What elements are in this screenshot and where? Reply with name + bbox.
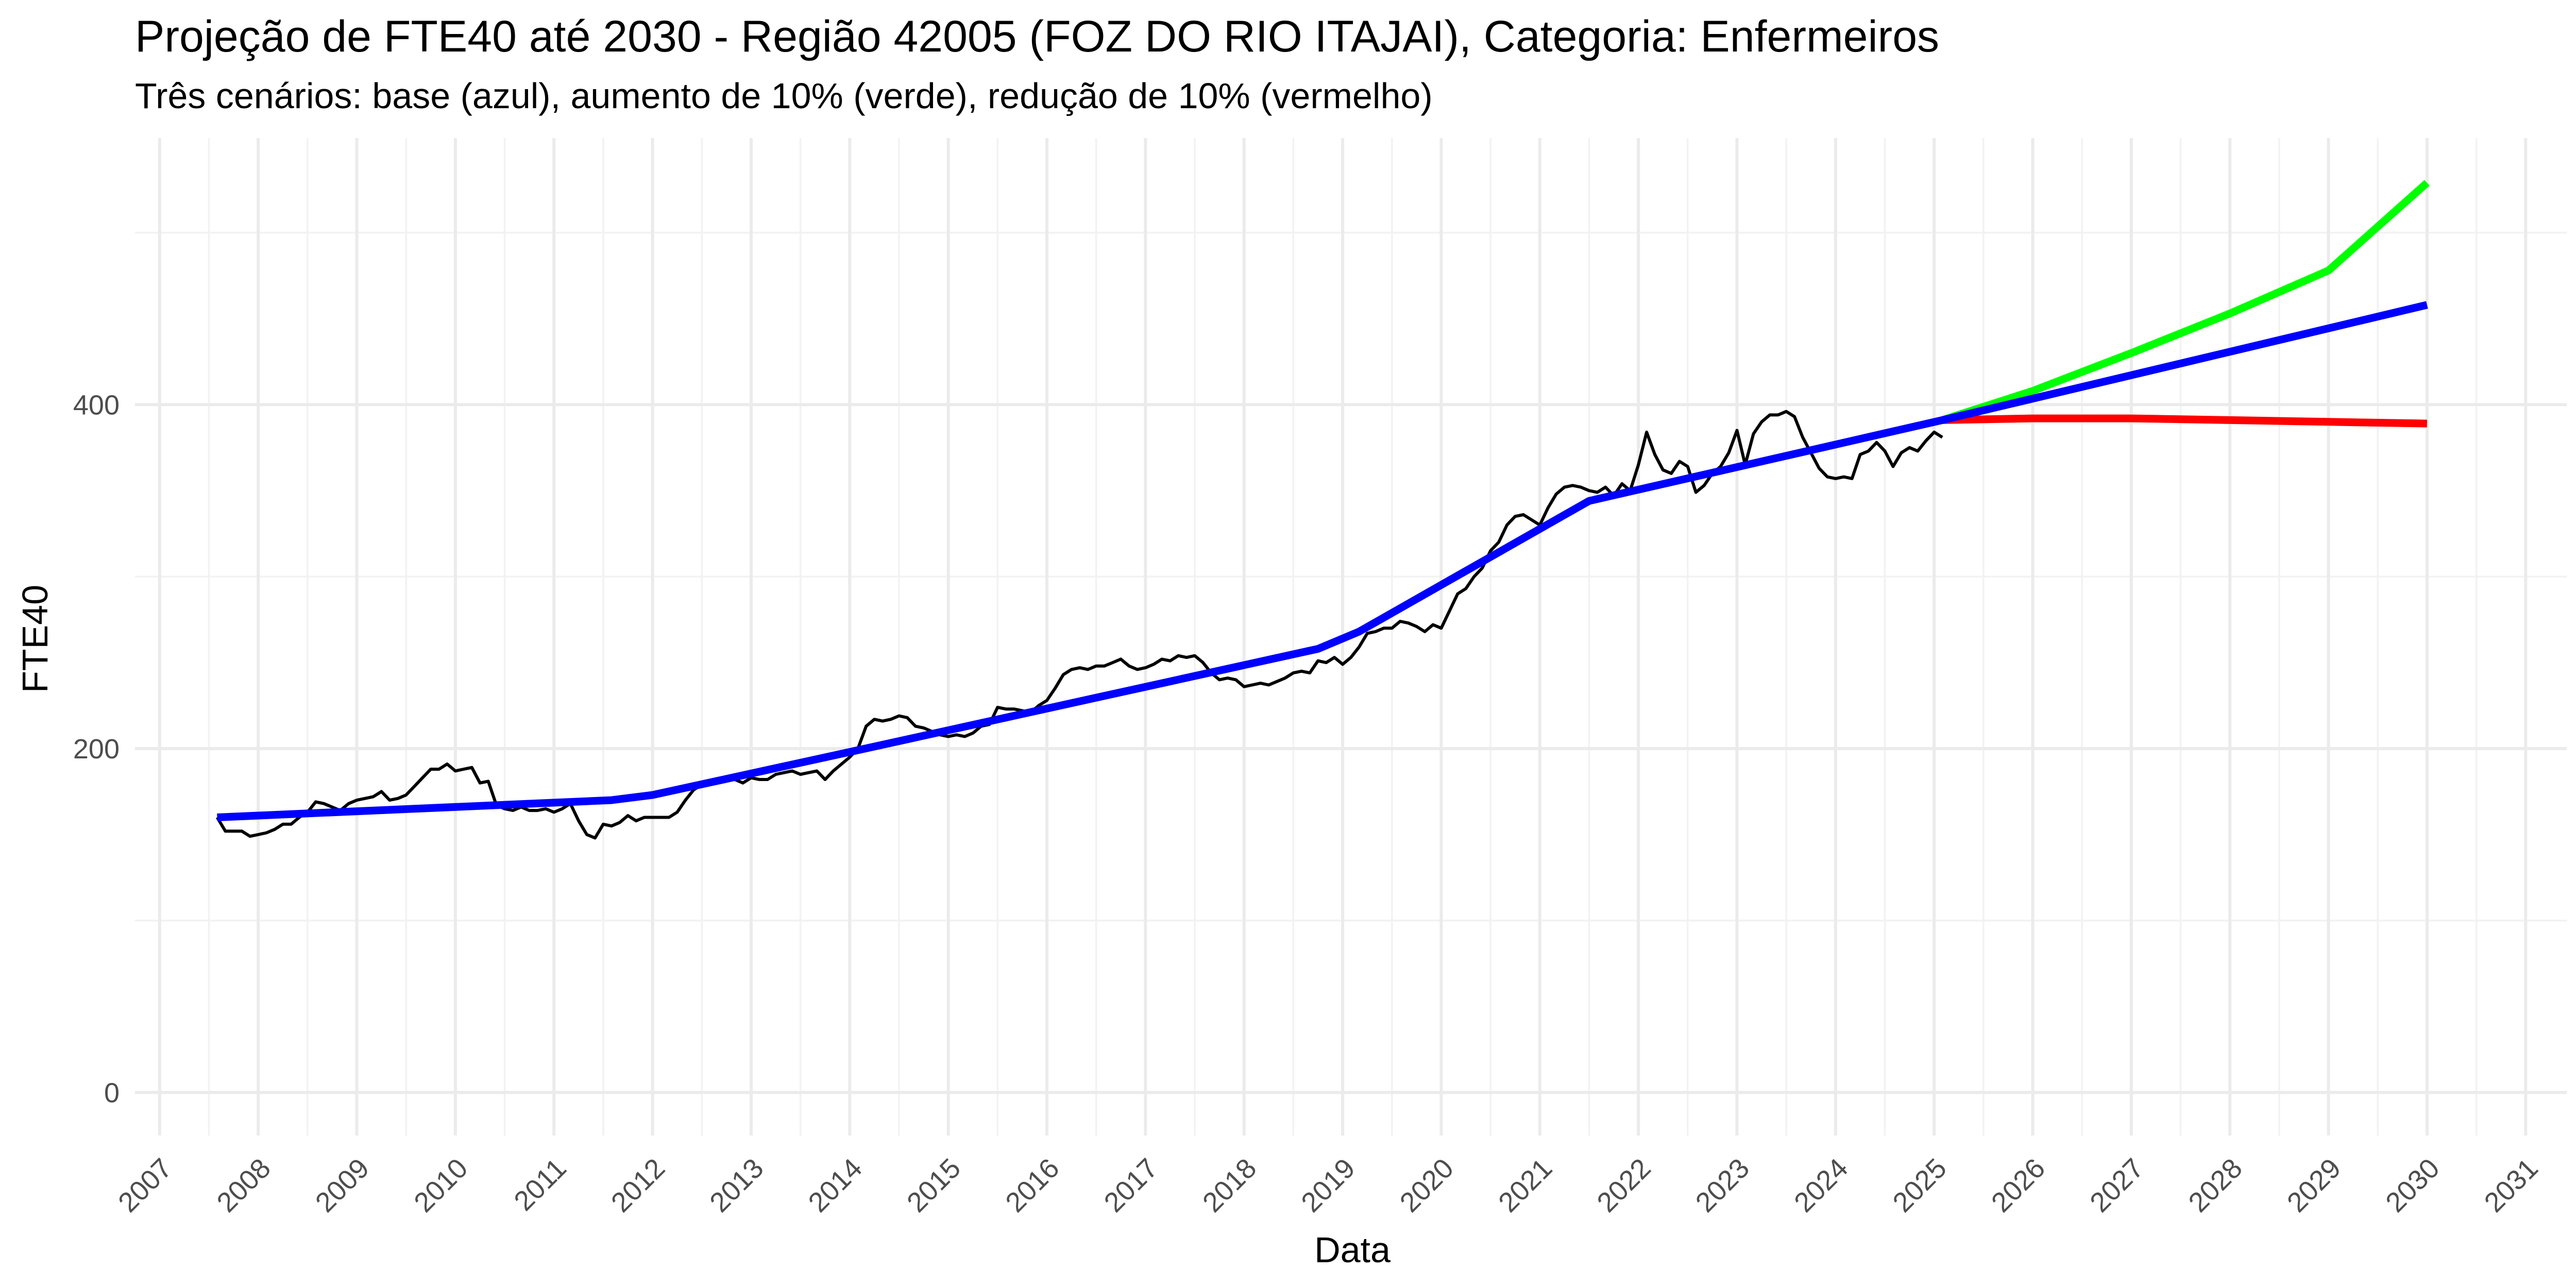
y-axis-title: FTE40 (15, 585, 55, 693)
plot-series (215, 180, 2430, 840)
plot-grid (135, 138, 2567, 1136)
y-tick-label: 0 (104, 1078, 120, 1109)
observed-series-line (215, 410, 1943, 840)
y-axis-ticks: 0 200 400 (73, 389, 120, 1108)
reduction-scenario-line (1942, 414, 2428, 428)
chart-title: Projeção de FTE40 até 2030 - Região 4200… (135, 12, 1939, 61)
y-tick-label: 200 (73, 734, 120, 765)
base-scenario-line (217, 301, 2428, 821)
increase-scenario-line (1941, 180, 2430, 424)
x-axis-title: Data (1314, 1230, 1391, 1270)
y-tick-label: 400 (73, 389, 120, 420)
chart-subtitle: Três cenários: base (azul), aumento de 1… (135, 76, 1433, 116)
